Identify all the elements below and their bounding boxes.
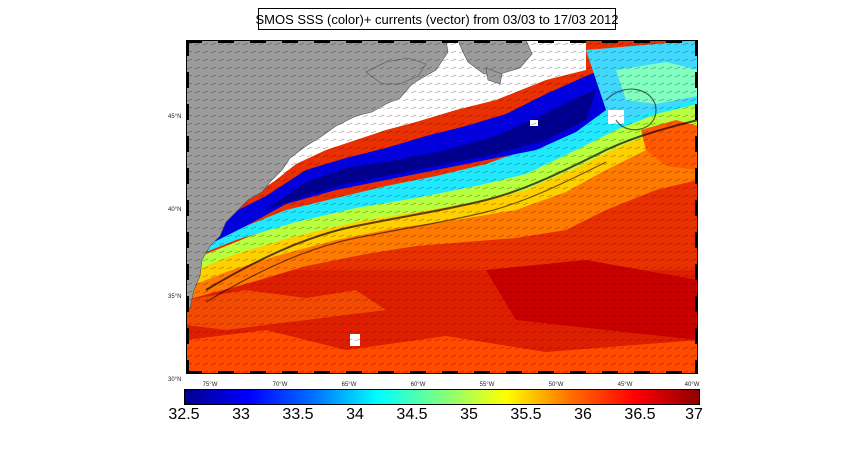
lon-label-50: 50°W [548, 382, 564, 388]
colorbar-tick-36: 36 [574, 406, 592, 423]
current-vectors [186, 40, 698, 374]
salinity-map [186, 40, 698, 374]
colorbar-tick-37: 37 [685, 406, 703, 423]
eddy-vectors [605, 88, 657, 131]
colorbar-tick-35: 35 [460, 406, 478, 423]
lon-label-75: 75°W [202, 382, 218, 388]
colorbar-tick-33-5: 33.5 [282, 406, 314, 423]
lat-label-30: 30°N [168, 377, 182, 383]
lon-label-45: 45°W [617, 382, 633, 388]
map-title: SMOS SSS (color)+ currents (vector) from… [255, 8, 619, 30]
lat-label-35: 35°N [168, 294, 182, 300]
gulf-stream-path [205, 119, 698, 291]
colorbar-tick-36-5: 36.5 [624, 406, 656, 423]
colorbar-tick-33: 33 [232, 406, 250, 423]
gulf-stream-path-2 [205, 161, 607, 303]
colorbar-tick-32-5: 32.5 [168, 406, 200, 423]
colorbar [184, 389, 700, 405]
lat-label-40: 40°N [168, 207, 182, 213]
lon-label-70: 70°W [272, 382, 288, 388]
lon-label-60: 60°W [410, 382, 426, 388]
salinity-map-svg [186, 40, 698, 374]
lon-label-65: 65°W [341, 382, 357, 388]
colorbar-tick-35-5: 35.5 [510, 406, 542, 423]
colorbar-tick-34: 34 [346, 406, 364, 423]
lat-label-45: 45°N [168, 114, 182, 120]
lon-label-55: 55°W [479, 382, 495, 388]
lon-label-40: 40°W [684, 382, 700, 388]
colorbar-tick-34-5: 34.5 [396, 406, 428, 423]
